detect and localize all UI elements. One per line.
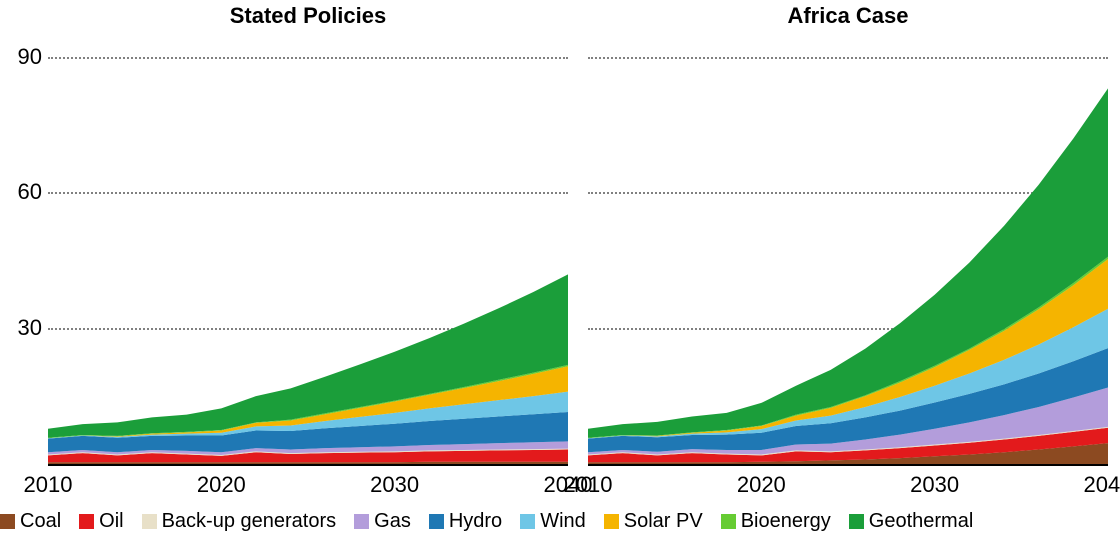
plot-area — [588, 34, 1108, 466]
legend-label: Geothermal — [869, 510, 974, 533]
legend: Coal Oil Back-up generators Gas Hydro Wind Sol… — [0, 510, 1120, 533]
stacked-area-svg — [588, 34, 1108, 464]
y-tick-label: 60 — [18, 179, 42, 205]
x-tick-label: 2030 — [910, 472, 959, 498]
legend-swatch — [721, 514, 736, 529]
x-tick-label: 2030 — [370, 472, 419, 498]
x-tick-label: 2020 — [197, 472, 246, 498]
legend-swatch — [520, 514, 535, 529]
legend-item-wind: Wind — [520, 510, 586, 533]
stacked-area-svg — [48, 34, 568, 464]
legend-item-geothermal: Geothermal — [849, 510, 974, 533]
panel-stated-policies: Stated Policies 2010202020302040 — [48, 0, 568, 504]
legend-label: Wind — [540, 510, 586, 533]
legend-item-backup: Back-up generators — [142, 510, 337, 533]
x-tick-label: 2040 — [1084, 472, 1120, 498]
legend-label: Back-up generators — [162, 510, 337, 533]
legend-swatch — [429, 514, 444, 529]
legend-swatch — [604, 514, 619, 529]
legend-item-gas: Gas — [354, 510, 411, 533]
legend-item-hydro: Hydro — [429, 510, 502, 533]
legend-label: Coal — [20, 510, 61, 533]
legend-item-oil: Oil — [79, 510, 123, 533]
legend-item-bioenergy: Bioenergy — [721, 510, 831, 533]
legend-swatch — [79, 514, 94, 529]
charts-row: 306090 Stated Policies 2010202020302040 … — [0, 0, 1120, 504]
legend-swatch — [142, 514, 157, 529]
legend-item-coal: Coal — [0, 510, 61, 533]
legend-swatch — [849, 514, 864, 529]
legend-label: Oil — [99, 510, 123, 533]
legend-item-solarpv: Solar PV — [604, 510, 703, 533]
x-tick-label: 2020 — [737, 472, 786, 498]
legend-label: Bioenergy — [741, 510, 831, 533]
y-tick-label: 30 — [18, 315, 42, 341]
legend-label: Hydro — [449, 510, 502, 533]
panel-title: Africa Case — [588, 0, 1108, 32]
plot-area — [48, 34, 568, 466]
y-axis: 30 60 90 — [0, 0, 48, 464]
panel-africa-case: Africa Case 2010202020302040 — [588, 0, 1108, 504]
panel-title: Stated Policies — [48, 0, 568, 32]
legend-label: Solar PV — [624, 510, 703, 533]
legend-swatch — [354, 514, 369, 529]
legend-label: Gas — [374, 510, 411, 533]
x-tick-label: 2010 — [24, 472, 73, 498]
x-tick-label: 2010 — [564, 472, 613, 498]
y-tick-label: 90 — [18, 44, 42, 70]
legend-swatch — [0, 514, 15, 529]
